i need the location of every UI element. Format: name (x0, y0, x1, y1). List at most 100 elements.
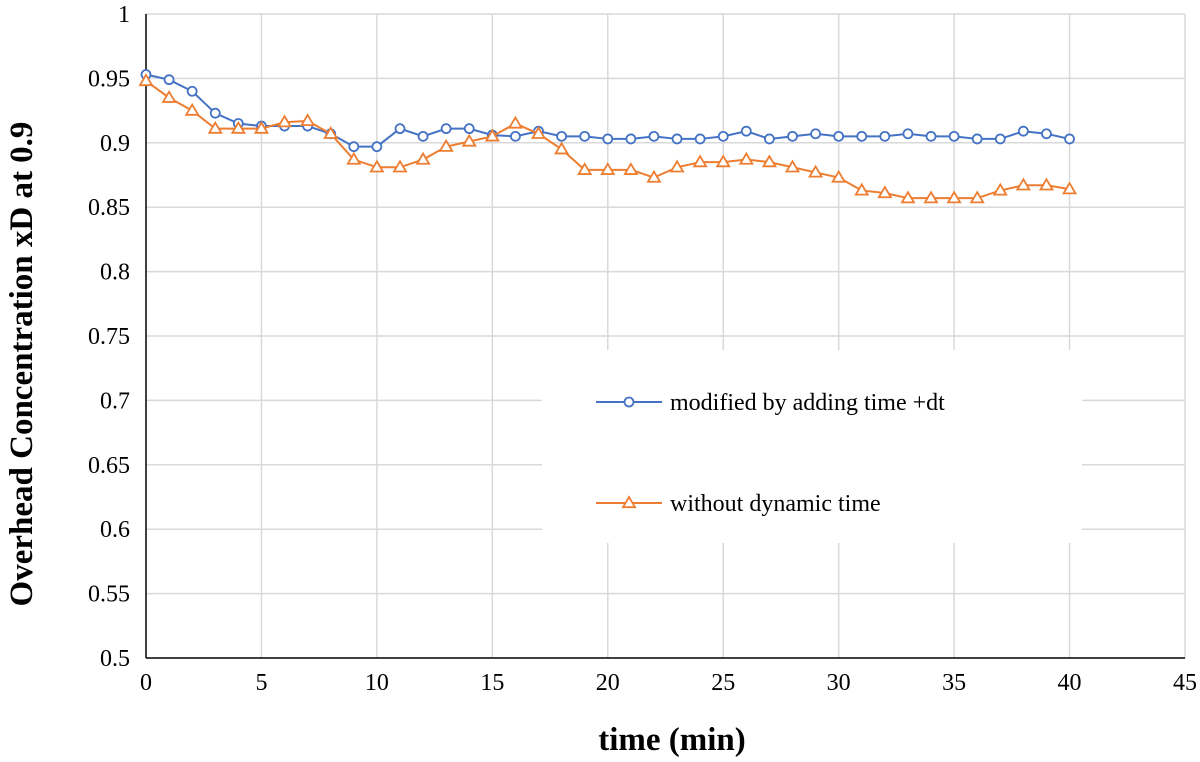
data-point (879, 130, 891, 142)
data-point (461, 133, 477, 147)
data-point (1064, 133, 1075, 145)
y-tick-label: 0.95 (88, 66, 130, 92)
gridlines (146, 13, 1186, 658)
data-point (530, 126, 547, 139)
data-point (161, 89, 177, 103)
data-point (186, 85, 198, 97)
data-point (438, 138, 454, 152)
data-point (253, 120, 270, 134)
x-tick-label: 15 (480, 670, 504, 696)
data-point (554, 141, 570, 155)
data-point (923, 190, 939, 204)
data-point (556, 130, 567, 142)
data-point (784, 159, 801, 173)
y-tick-label: 0.5 (100, 646, 130, 672)
data-point (671, 133, 683, 145)
data-point (946, 190, 962, 204)
data-point (694, 133, 706, 145)
data-point (484, 128, 500, 142)
data-point (230, 120, 246, 134)
x-tick-label: 25 (711, 670, 735, 696)
data-point (971, 133, 983, 145)
data-point (854, 182, 870, 196)
x-tick-label: 30 (827, 670, 851, 696)
data-point (348, 141, 360, 153)
data-point (625, 133, 637, 145)
data-point (948, 130, 960, 142)
legend-marker (623, 396, 635, 408)
data-point (600, 162, 616, 175)
data-point (994, 133, 1006, 145)
data-point (877, 185, 893, 199)
data-point (510, 130, 521, 142)
data-point (646, 169, 662, 183)
y-axis-title: Overhead Concentration xD at 0.9 (4, 122, 40, 607)
data-point (856, 130, 868, 142)
data-point (463, 123, 475, 135)
data-point (1017, 125, 1029, 137)
legend: modified by adding time +dt without dynam… (542, 350, 1082, 543)
y-tick-label: 0.85 (88, 195, 130, 221)
data-point (623, 162, 639, 175)
data-point (417, 130, 429, 142)
y-tick-labels: 0.5 0.55 0.6 0.65 0.7 0.75 0.8 0.85 0.9 0.95 1 (88, 2, 130, 672)
data-point (969, 190, 985, 204)
y-tick-label: 1 (118, 2, 130, 28)
data-point (207, 120, 223, 134)
axes (145, 14, 1185, 659)
x-tick-label: 40 (1058, 670, 1082, 696)
x-tick-label: 10 (365, 670, 389, 696)
data-point (810, 128, 821, 140)
data-point (392, 159, 408, 173)
series-2 (138, 73, 1078, 204)
legend-marker (621, 495, 637, 509)
data-point (371, 141, 383, 153)
data-point (900, 190, 916, 204)
data-point (764, 133, 775, 145)
data-point (692, 154, 708, 168)
data-point (669, 159, 685, 173)
data-point (925, 130, 937, 142)
y-tick-label: 0.75 (88, 324, 130, 350)
data-point (579, 130, 591, 142)
y-tick-label: 0.65 (88, 453, 130, 479)
data-point (1041, 128, 1052, 140)
data-point (300, 113, 316, 127)
x-tick-label: 35 (942, 670, 966, 696)
x-tick-label: 20 (596, 670, 620, 696)
legend-label: without dynamic time (670, 491, 881, 517)
data-point (738, 151, 754, 165)
data-point (276, 114, 293, 128)
data-point (209, 107, 221, 119)
data-point (394, 123, 406, 135)
x-tick-label: 45 (1173, 670, 1197, 696)
data-point (163, 74, 175, 86)
y-tick-label: 0.9 (100, 131, 130, 157)
data-point (787, 130, 798, 142)
legend-label: modified by adding time +dt (670, 390, 945, 416)
data-point (992, 182, 1008, 196)
data-point (808, 164, 824, 178)
data-point (184, 102, 200, 116)
data-point (577, 162, 593, 175)
data-point (1061, 181, 1078, 195)
data-point (761, 154, 777, 168)
data-point (1015, 177, 1031, 191)
data-point (323, 126, 339, 139)
y-tick-label: 0.8 (100, 260, 130, 286)
data-point (833, 130, 845, 142)
y-tick-label: 0.6 (100, 517, 130, 543)
data-point (440, 123, 452, 135)
x-tick-label: 5 (255, 670, 267, 696)
data-point (346, 151, 362, 165)
data-point (717, 130, 729, 142)
data-point (648, 130, 660, 142)
data-point (507, 115, 523, 129)
legend-box (542, 350, 1082, 543)
series (138, 69, 1078, 204)
y-tick-label: 0.7 (100, 388, 130, 414)
data-point (715, 154, 731, 168)
data-point (602, 133, 614, 145)
